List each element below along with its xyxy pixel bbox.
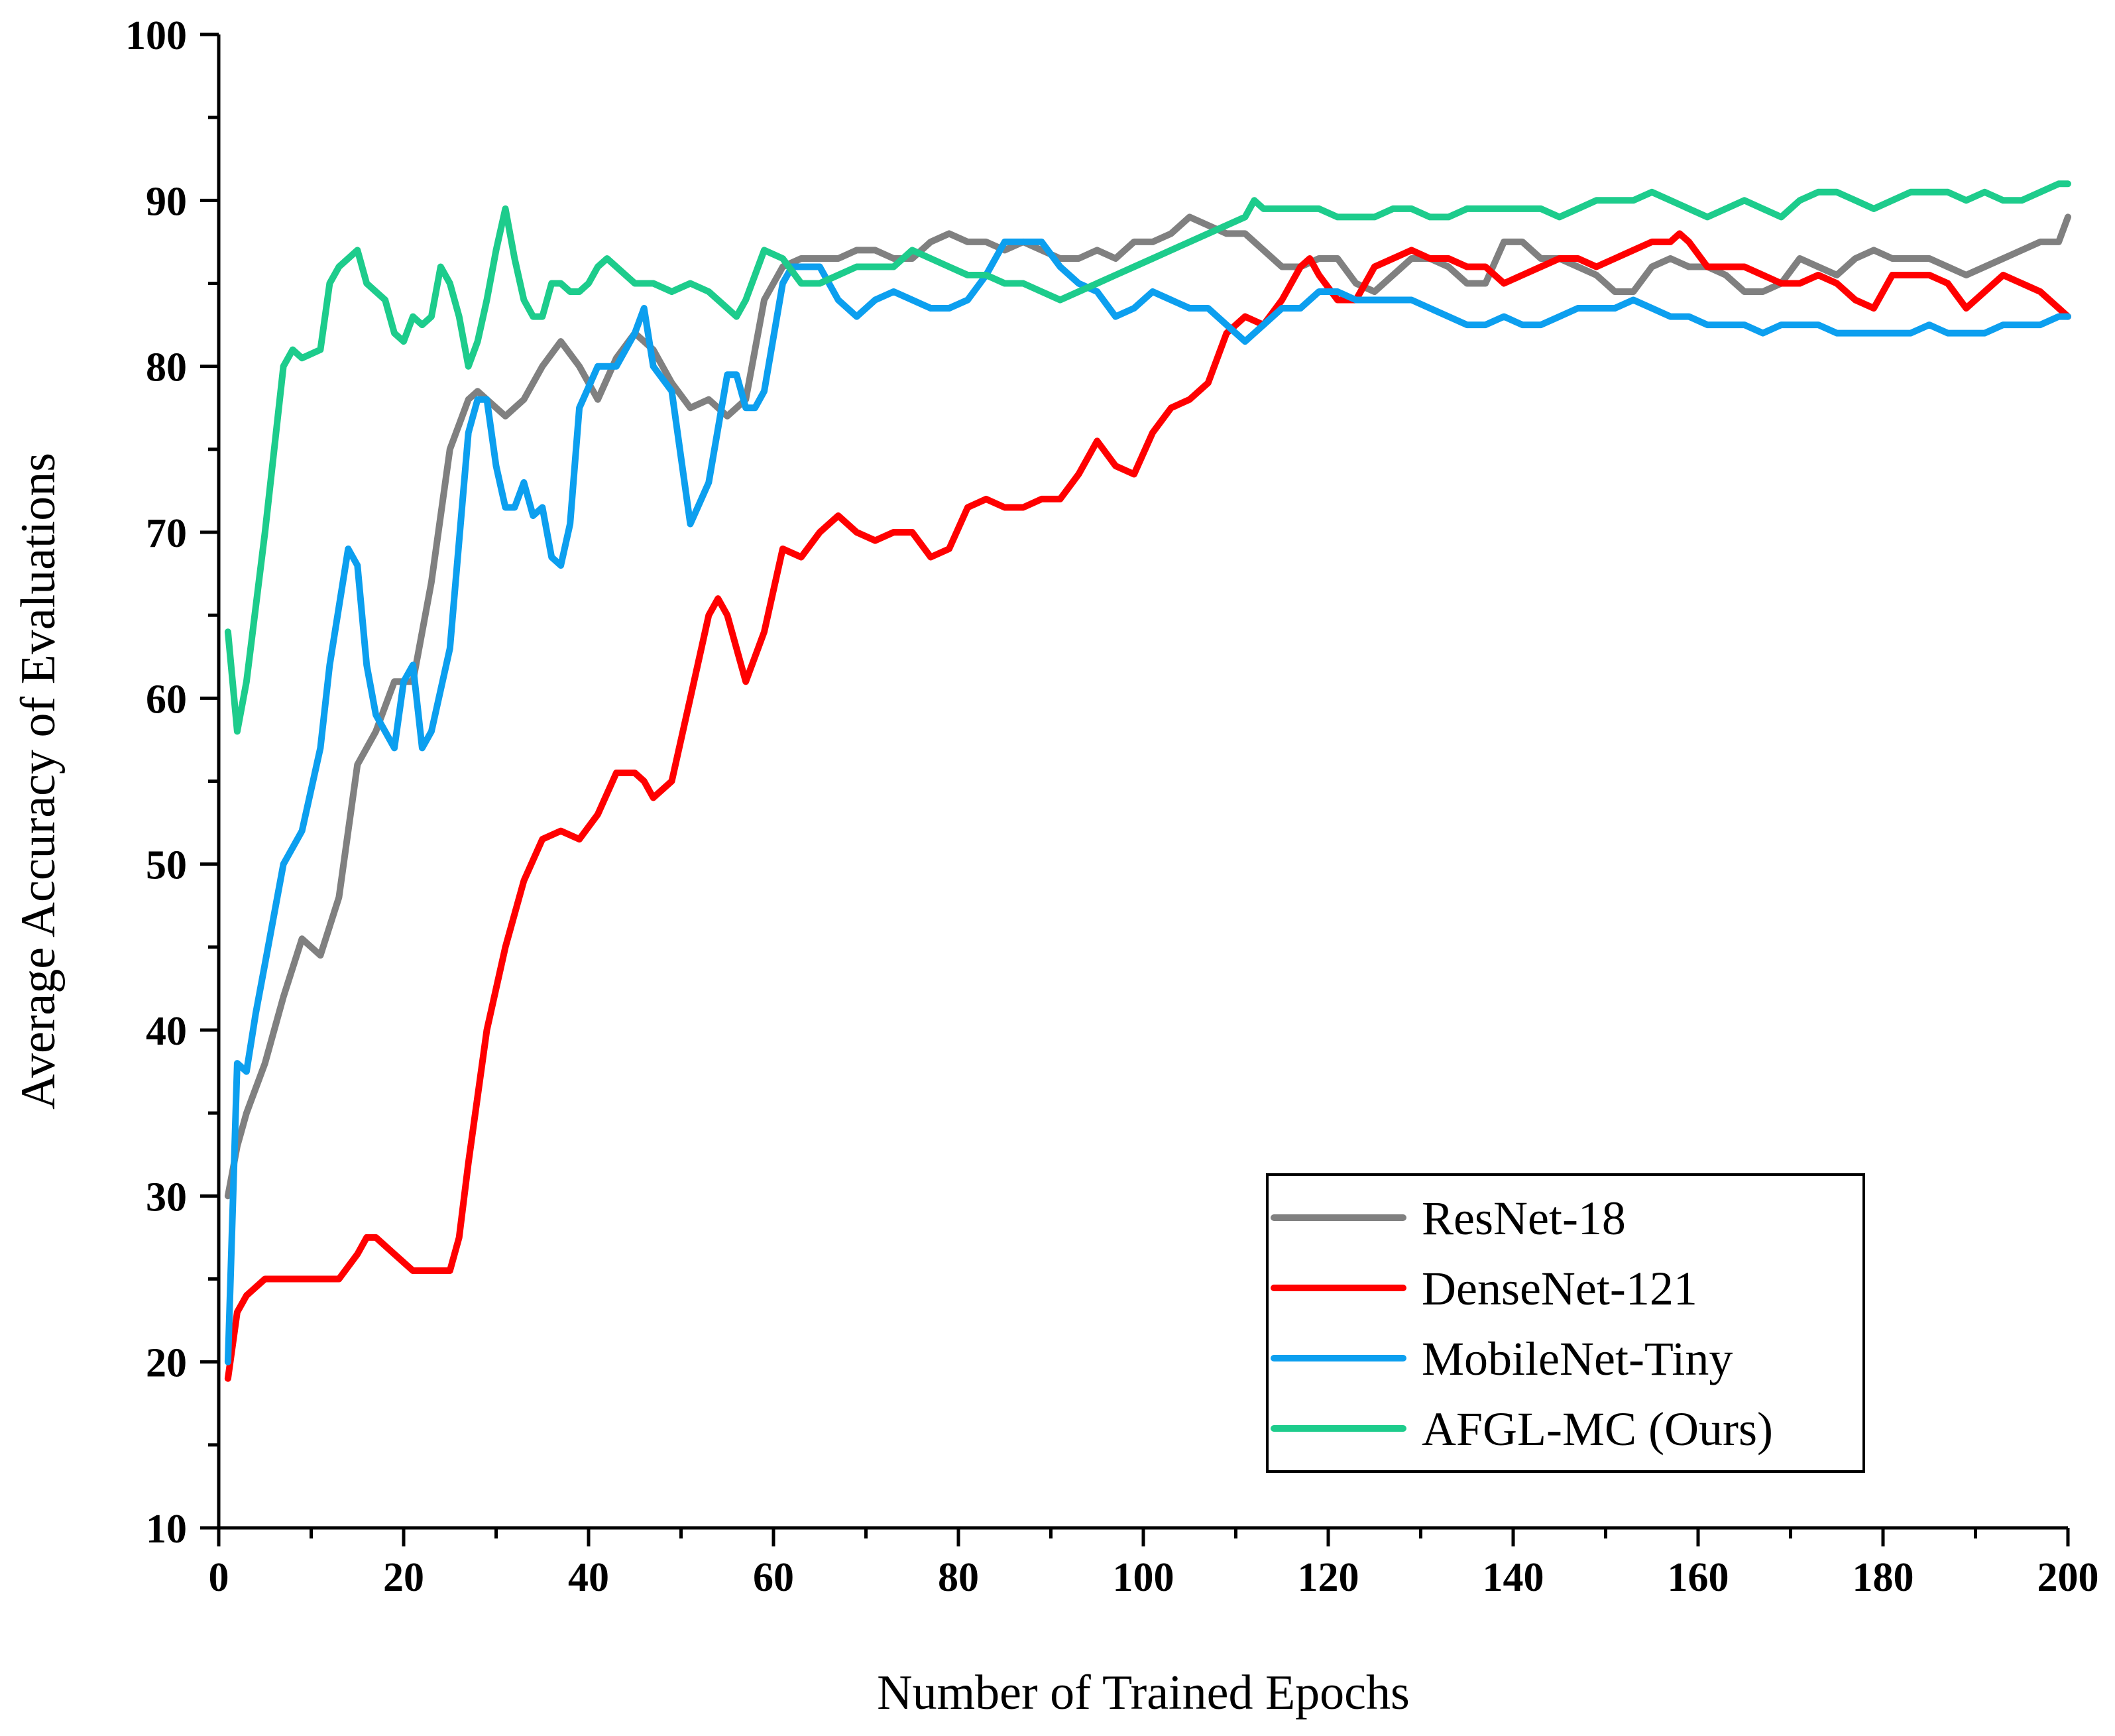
- y-tick-label: 60: [146, 677, 187, 722]
- legend-label-afgl-mc-ours: AFGL-MC (Ours): [1422, 1403, 1773, 1456]
- legend: ResNet-18 DenseNet-121 MobileNet-Tiny AFGL-…: [1266, 1173, 1865, 1473]
- y-axis-ticks: 10 20 30 40 50 60 70 80 90 100: [125, 13, 219, 1552]
- y-axis-title: Average Accuracy of Evaluations: [11, 453, 66, 1110]
- legend-box: [1266, 1173, 1865, 1473]
- series-line-resnet-18: [224, 213, 2071, 1200]
- x-axis-title: Number of Trained Epochs: [877, 1666, 1410, 1720]
- x-tick-label: 20: [383, 1555, 424, 1600]
- x-tick-label: 140: [1483, 1555, 1544, 1600]
- series-line-afgl-mc-ours: [224, 180, 2071, 735]
- y-tick-label: 90: [146, 179, 187, 224]
- y-tick-label: 100: [125, 13, 187, 58]
- x-tick-label: 40: [568, 1555, 609, 1600]
- x-tick-label: 80: [938, 1555, 979, 1600]
- x-tick-label: 200: [2037, 1555, 2099, 1600]
- y-tick-label: 70: [146, 511, 187, 556]
- y-tick-label: 50: [146, 843, 187, 888]
- x-tick-label: 180: [1853, 1555, 1914, 1600]
- legend-label-mobilenet-tiny: MobileNet-Tiny: [1422, 1332, 1733, 1385]
- y-tick-label: 30: [146, 1175, 187, 1220]
- legend-label-resnet-18: ResNet-18: [1422, 1192, 1626, 1245]
- x-tick-label: 100: [1113, 1555, 1174, 1600]
- y-tick-label: 40: [146, 1009, 187, 1054]
- series-layer: [224, 180, 2071, 1382]
- x-tick-label: 160: [1668, 1555, 1729, 1600]
- series-line-densenet-121: [224, 230, 2071, 1382]
- x-tick-label: 120: [1298, 1555, 1359, 1600]
- y-tick-label: 10: [146, 1507, 187, 1552]
- y-tick-label: 20: [146, 1341, 187, 1386]
- x-tick-label: 60: [753, 1555, 794, 1600]
- y-tick-label: 80: [146, 345, 187, 390]
- x-axis-ticks: 0 20 40 60 80 100 120 140 160 180 200: [209, 1528, 2099, 1600]
- legend-label-densenet-121: DenseNet-121: [1422, 1262, 1697, 1315]
- x-tick-label: 0: [209, 1555, 229, 1600]
- series-line-mobilenet-tiny: [224, 238, 2071, 1365]
- legend-items: ResNet-18 DenseNet-121 MobileNet-Tiny AFGL-…: [1271, 1192, 1773, 1456]
